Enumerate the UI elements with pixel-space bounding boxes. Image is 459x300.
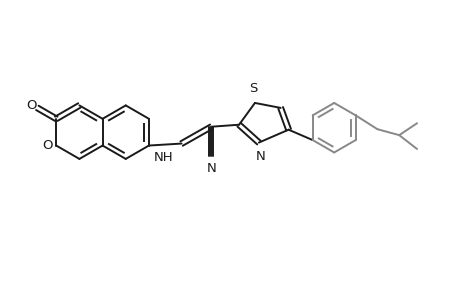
Text: O: O [26,99,37,112]
Text: NH: NH [153,152,173,164]
Text: O: O [42,139,52,152]
Text: N: N [206,162,216,176]
Text: N: N [255,149,265,163]
Text: S: S [248,82,257,95]
